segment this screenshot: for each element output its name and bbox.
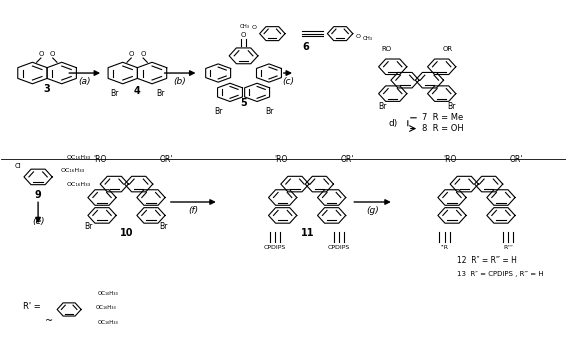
Text: 13  R″ = CPDIPS , R‴ = H: 13 R″ = CPDIPS , R‴ = H bbox=[457, 271, 544, 277]
Text: d): d) bbox=[389, 119, 398, 128]
Text: Br: Br bbox=[265, 108, 273, 117]
Text: 'RO: 'RO bbox=[274, 155, 287, 164]
Text: O: O bbox=[252, 25, 257, 30]
Text: O: O bbox=[38, 51, 44, 57]
Text: OC₁₆H₃₃: OC₁₆H₃₃ bbox=[61, 169, 85, 173]
Text: OC₁₆H₃₃: OC₁₆H₃₃ bbox=[67, 182, 90, 187]
Text: (e): (e) bbox=[32, 217, 44, 226]
Text: ''R: ''R bbox=[440, 244, 448, 249]
Text: 10: 10 bbox=[120, 229, 133, 238]
Text: R''': R''' bbox=[503, 244, 513, 249]
Text: 7  R = Me: 7 R = Me bbox=[422, 113, 463, 122]
Text: 3: 3 bbox=[44, 84, 51, 94]
Text: Br: Br bbox=[85, 222, 93, 231]
Text: R' =: R' = bbox=[23, 303, 41, 312]
Text: O: O bbox=[141, 51, 146, 57]
Text: (g): (g) bbox=[366, 206, 379, 216]
Text: Br: Br bbox=[378, 102, 386, 111]
Text: OC₁₆H₃₃: OC₁₆H₃₃ bbox=[97, 291, 118, 296]
Text: 5: 5 bbox=[240, 98, 247, 108]
Text: O: O bbox=[50, 51, 55, 57]
Text: CPDIPS: CPDIPS bbox=[264, 244, 286, 249]
Text: 6: 6 bbox=[303, 42, 310, 52]
Text: RO: RO bbox=[382, 45, 391, 52]
Text: Br: Br bbox=[214, 108, 222, 117]
Text: 4: 4 bbox=[134, 86, 141, 96]
Text: Br: Br bbox=[156, 89, 164, 98]
Text: ~: ~ bbox=[46, 316, 53, 326]
Text: OR': OR' bbox=[160, 155, 173, 164]
Text: OR': OR' bbox=[340, 155, 354, 164]
Text: Br: Br bbox=[447, 102, 456, 111]
Text: (a): (a) bbox=[79, 78, 91, 87]
Text: Cl: Cl bbox=[14, 163, 21, 169]
Text: 'RO: 'RO bbox=[443, 155, 457, 164]
Text: (c): (c) bbox=[282, 78, 294, 87]
Text: 11: 11 bbox=[300, 229, 314, 238]
Text: O: O bbox=[129, 51, 134, 57]
Text: CH₃: CH₃ bbox=[240, 24, 249, 29]
Text: O: O bbox=[241, 31, 246, 38]
Text: OC₁₆H₃₃: OC₁₆H₃₃ bbox=[97, 320, 118, 325]
Text: OR': OR' bbox=[510, 155, 523, 164]
Text: Br: Br bbox=[110, 89, 118, 98]
Text: OR: OR bbox=[442, 45, 452, 52]
Text: 12  R″ = R‴ = H: 12 R″ = R‴ = H bbox=[457, 256, 517, 265]
Text: 'RO: 'RO bbox=[93, 155, 107, 164]
Text: CPDIPS: CPDIPS bbox=[328, 244, 350, 249]
Text: 8  R = OH: 8 R = OH bbox=[422, 124, 464, 133]
Text: Br: Br bbox=[159, 222, 168, 231]
Text: (b): (b) bbox=[174, 78, 187, 87]
Text: CH₃: CH₃ bbox=[363, 35, 373, 40]
Text: O: O bbox=[356, 34, 361, 39]
Text: OC₁₆H₃₃: OC₁₆H₃₃ bbox=[67, 155, 90, 160]
Text: 9: 9 bbox=[35, 190, 42, 200]
Text: OC₁₆H₃₃: OC₁₆H₃₃ bbox=[96, 305, 117, 310]
Text: (f): (f) bbox=[188, 206, 199, 216]
